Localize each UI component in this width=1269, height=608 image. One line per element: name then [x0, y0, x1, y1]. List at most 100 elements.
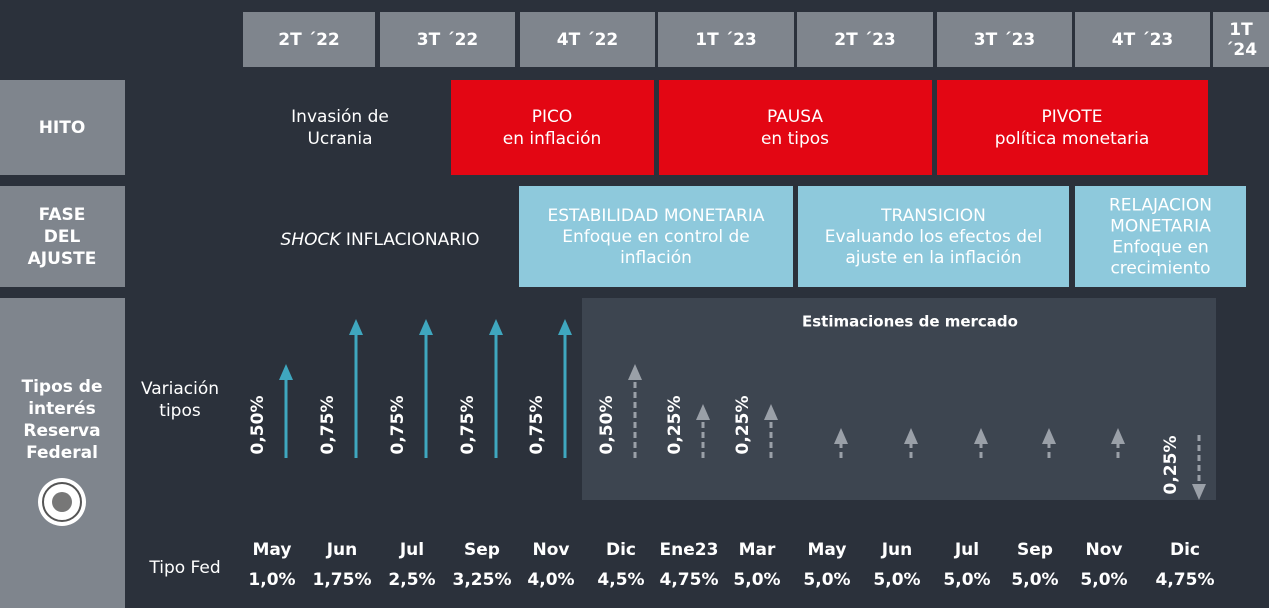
fed-rate: 5,0% — [943, 570, 990, 590]
phase-box — [1075, 186, 1246, 287]
quarter-box — [797, 12, 933, 67]
fed-rate: 4,5% — [597, 570, 644, 590]
month-label: Ene23 — [660, 540, 719, 560]
milestone-text: en tipos — [761, 129, 829, 149]
fed-rate: 5,0% — [1011, 570, 1058, 590]
month-label: May — [808, 540, 847, 560]
milestone-box — [937, 80, 1208, 175]
milestone-text: PAUSA — [767, 107, 823, 127]
phase-text: INFLACIONARIO — [341, 230, 480, 250]
rate-arrow-head — [349, 319, 363, 335]
quarter-label: 3T ´23 — [974, 30, 1036, 50]
quarter-label: 2T ´23 — [834, 30, 896, 50]
quarter-label: 2T ´22 — [278, 30, 340, 50]
fed-rate: 3,25% — [453, 570, 512, 590]
row-label-box — [0, 298, 125, 608]
rate-arrow-head — [489, 319, 503, 335]
milestone-text: PIVOTE — [1041, 107, 1102, 127]
quarter-label: 1T ´23 — [695, 30, 757, 50]
fed-rate: 1,0% — [248, 570, 295, 590]
fed-rate: 4,0% — [527, 570, 574, 590]
milestone-box — [659, 80, 932, 175]
quarter-box — [380, 12, 515, 67]
phase-text: crecimiento — [1110, 259, 1210, 279]
row-label: HITO — [39, 118, 86, 138]
rate-arrow-head — [279, 364, 293, 380]
row-label-box — [0, 186, 125, 287]
quarter-box — [520, 12, 655, 67]
row-label: Federal — [26, 443, 98, 463]
quarter-label: 3T ´22 — [417, 30, 479, 50]
fed-seal — [38, 478, 86, 526]
row-label: interés — [28, 399, 96, 419]
row-label: FASE — [39, 205, 86, 225]
rate-arrow-head — [1111, 428, 1125, 444]
phase-text: Evaluando los efectos del — [825, 227, 1042, 247]
rate-change: 0,50% — [248, 396, 268, 455]
phase-text: RELAJACION — [1109, 196, 1212, 216]
rate-arrow-head — [1192, 484, 1206, 500]
rate-change: 0,75% — [458, 396, 478, 455]
rate-arrow-head — [696, 404, 710, 420]
month-label: Nov — [1086, 540, 1123, 560]
month-label: Jul — [399, 540, 424, 560]
phase-text: ajuste en la inflación — [845, 248, 1021, 268]
rate-arrow-head — [764, 404, 778, 420]
rate-change: 0,75% — [318, 396, 338, 455]
month-label: Jun — [326, 540, 358, 560]
fed-rate-label: Tipo Fed — [148, 558, 220, 578]
rate-arrow-head — [1042, 428, 1056, 444]
milestone-text: política monetaria — [995, 129, 1150, 149]
quarter-label: 4T ´23 — [1112, 30, 1174, 50]
rate-change: 0,75% — [388, 396, 408, 455]
milestone-text: Ucrania — [307, 129, 372, 149]
month-label: Sep — [464, 540, 500, 560]
phase-text: MONETARIA — [1110, 217, 1211, 237]
month-label: Mar — [739, 540, 776, 560]
phase-text: ESTABILIDAD MONETARIA — [548, 206, 765, 226]
fed-rate: 5,0% — [803, 570, 850, 590]
estimates-title: Estimaciones de mercado — [802, 313, 1018, 331]
quarter-box — [1075, 12, 1210, 67]
rate-arrow-head — [628, 364, 642, 380]
milestone-box — [451, 80, 654, 175]
phase-text: SHOCK — [281, 230, 343, 250]
row-label: Tipos de — [21, 377, 102, 397]
rate-arrow-head — [558, 319, 572, 335]
fed-rate: 5,0% — [733, 570, 780, 590]
milestone-text: Invasión de — [291, 107, 389, 127]
phase-text: Enfoque en — [1112, 238, 1209, 258]
quarter-box — [243, 12, 375, 67]
phase-box — [519, 186, 793, 287]
rate-arrow-head — [834, 428, 848, 444]
fed-rate: 5,0% — [1080, 570, 1127, 590]
month-label: Jun — [881, 540, 913, 560]
fed-rate: 1,75% — [313, 570, 372, 590]
quarter-box — [937, 12, 1072, 67]
quarter-label: ´24 — [1225, 40, 1257, 60]
rate-arrow-head — [974, 428, 988, 444]
milestone-text: PICO — [532, 107, 573, 127]
month-label: Nov — [533, 540, 570, 560]
month-label: Dic — [606, 540, 636, 560]
row-label: DEL — [44, 227, 81, 247]
phase-text: SHOCK INFLACIONARIO — [281, 230, 480, 250]
fed-rate: 4,75% — [1156, 570, 1215, 590]
row-label: AJUSTE — [28, 249, 97, 269]
quarter-box — [658, 12, 794, 67]
month-label: Jul — [954, 540, 979, 560]
row-label: Reserva — [23, 421, 100, 441]
variation-label: Variación — [141, 379, 219, 399]
row-label-box — [0, 80, 125, 175]
rate-change: 0,25% — [1161, 436, 1181, 495]
fed-rate: 4,75% — [660, 570, 719, 590]
phase-box — [798, 186, 1069, 287]
milestone-text: en inflación — [503, 129, 602, 149]
rate-change: 0,75% — [527, 396, 547, 455]
rate-change: 0,25% — [733, 396, 753, 455]
rate-change: 0,50% — [597, 396, 617, 455]
month-label: Dic — [1170, 540, 1200, 560]
quarter-label: 4T ´22 — [557, 30, 619, 50]
fed-rate: 5,0% — [873, 570, 920, 590]
